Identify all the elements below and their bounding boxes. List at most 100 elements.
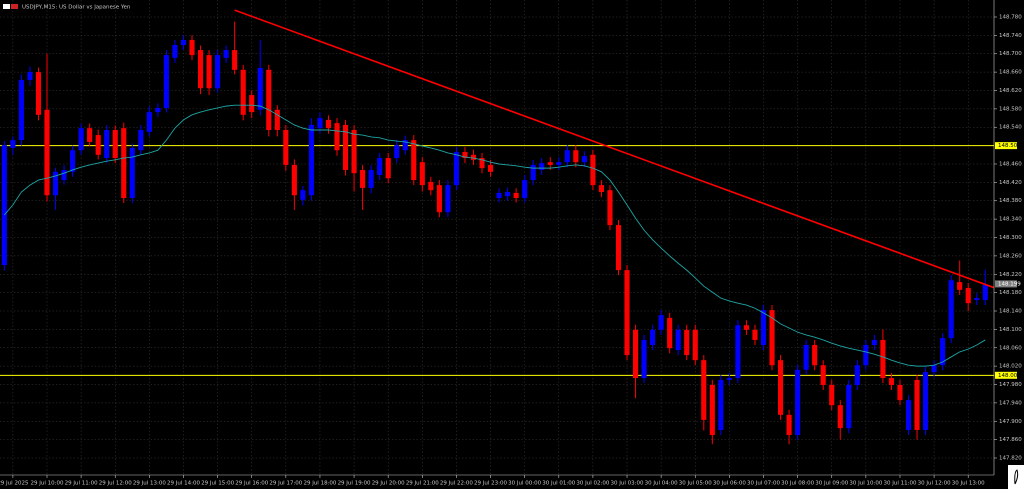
horizontal-line-label-box [995,371,1017,379]
y-tick-label: 148.260 [999,253,1022,259]
x-tick-label: 30 Jul 01:00 [542,481,575,487]
x-tick-label: 30 Jul 06:00 [713,481,746,487]
candle-body [863,344,869,366]
candle-body [786,414,792,436]
candle-body [419,162,425,186]
x-tick-label: 30 Jul 09:00 [815,481,848,487]
x-tick-label: 29 Jul 23:00 [474,481,507,487]
y-tick-label: 148.660 [999,70,1022,76]
candle-body [35,72,42,115]
candle-body [931,365,937,373]
candle-body [411,140,417,181]
x-tick-label: 29 Jul 18:00 [303,481,336,487]
candle-body [530,164,536,181]
candle-body [266,69,272,131]
candle-body [155,107,161,113]
y-tick-label: 148.340 [999,217,1022,223]
x-tick-label: 30 Jul 03:00 [611,481,644,487]
x-tick-label: 30 Jul 02:00 [576,481,609,487]
candle-body [718,379,724,430]
candle-body [146,112,152,132]
x-tick-label: 29 Jul 2025 [0,481,29,487]
y-tick-label: 148.740 [999,33,1022,39]
candle-body [308,124,314,196]
candle-body [87,128,93,142]
y-tick-label: 147.820 [999,456,1022,462]
candle-body [957,282,963,290]
candle-body [974,298,980,300]
candle-body [274,109,280,131]
candle-body [769,310,775,366]
y-tick-label: 147.940 [999,400,1022,406]
y-tick-label: 148.380 [999,198,1022,204]
candle-body [923,372,929,430]
candle-body [445,185,451,213]
candle-body [300,190,306,200]
candle-body [1,145,7,266]
candle-body [428,181,434,191]
x-tick-label: 30 Jul 08:00 [781,481,814,487]
candle-body [556,162,562,165]
candle-body [812,344,818,366]
candle-body [232,50,238,70]
candle-body [590,154,596,186]
candle-body [394,145,400,159]
candle-body [138,130,144,151]
x-tick-label: 29 Jul 10:00 [31,481,64,487]
candle-body [402,140,408,151]
plot-area [0,9,994,445]
candle-body [249,95,255,113]
y-tick-label: 148.300 [999,235,1022,241]
y-tick-label: 147.860 [999,437,1022,443]
candle-body [743,325,749,330]
candle-body [760,310,767,345]
candle-body [112,130,118,159]
x-tick-label: 29 Jul 19:00 [338,481,371,487]
candle-body [70,150,76,172]
candle-body [539,163,545,170]
y-tick-label: 148.140 [999,309,1022,315]
x-tick-label: 29 Jul 14:00 [167,481,200,487]
y-tick-label: 148.780 [999,14,1022,20]
candle-body [291,164,297,196]
y-tick-label: 147.900 [999,419,1022,425]
candle-body [163,55,169,108]
candle-body [61,169,67,181]
x-tick-label: 29 Jul 13:00 [133,481,166,487]
x-tick-label: 30 Jul 04:00 [645,481,678,487]
candle-body [564,150,570,163]
candle-body [104,130,110,159]
x-tick-label: 29 Jul 21:00 [406,481,439,487]
candle-body [283,130,289,165]
candle-body [215,55,221,89]
candle-body [189,39,195,56]
candle-body [351,130,357,174]
candle-body [675,329,681,351]
candle-body [837,405,843,429]
candle-body [820,365,826,385]
candle-body [342,124,349,170]
current-price-box [995,280,1017,288]
candle-body [52,171,59,196]
candle-body [317,118,323,129]
candle-body [496,192,502,198]
x-tick-label: 29 Jul 17:00 [269,481,302,487]
x-tick-label: 29 Jul 12:00 [99,481,132,487]
y-tick-label: 148.180 [999,290,1022,296]
candle-body [325,119,332,129]
candle-body [598,185,604,193]
candle-body [172,45,178,58]
candle-body [777,360,784,415]
x-tick-label: 30 Jul 05:00 [679,481,712,487]
x-tick-label: 29 Jul 16:00 [235,481,268,487]
y-tick-label: 148.580 [999,106,1022,112]
candle-body [871,339,877,345]
candle-body [854,365,860,385]
candle-body [240,69,246,115]
current-price-label: 148.199 [998,281,1021,287]
candle-body [914,379,920,430]
candle-body [846,384,852,429]
candle-body [692,329,698,361]
candle-body [513,192,519,198]
